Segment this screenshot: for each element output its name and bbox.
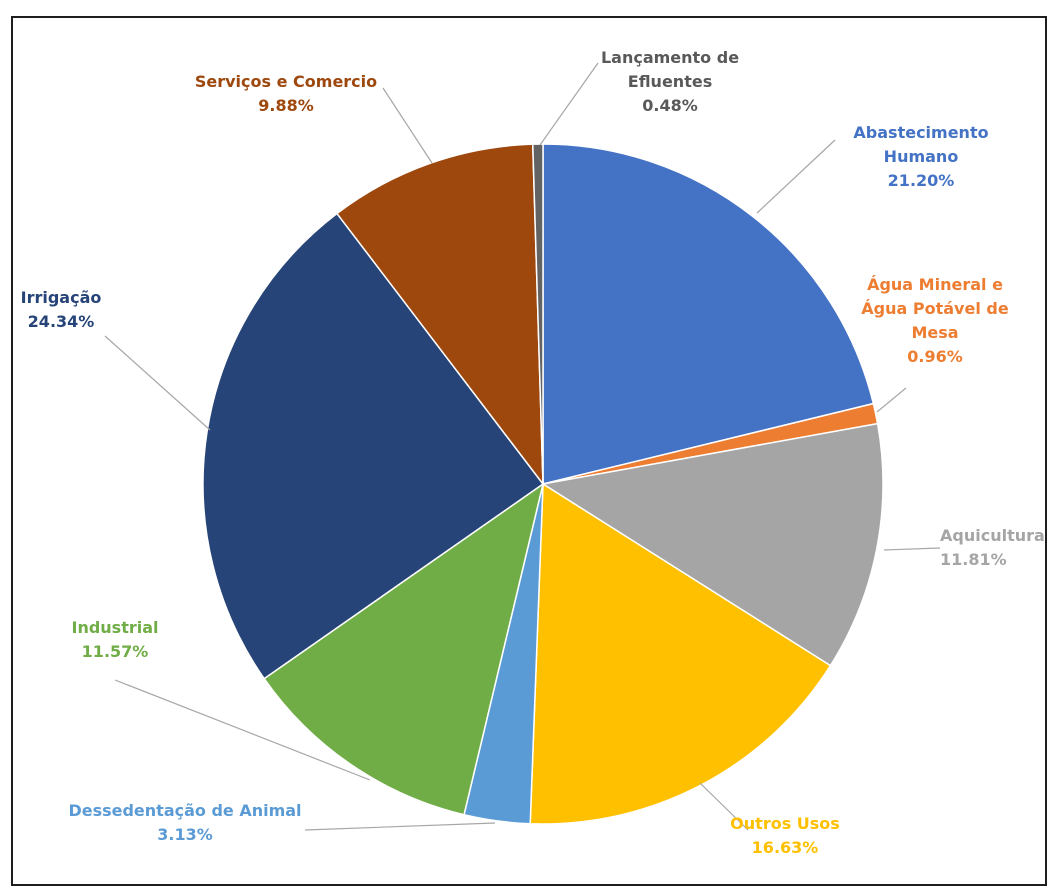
slice-label: Industrial 11.57% — [71, 618, 158, 661]
slice-value-label: 9.88% — [258, 96, 314, 115]
leader-line — [104, 335, 211, 431]
slice-label: Serviços e Comercio 9.88% — [195, 72, 377, 115]
pie-slice — [335, 143, 544, 487]
leader-line — [114, 679, 371, 781]
leader-line — [883, 547, 941, 551]
slice-name-label: Humano — [884, 147, 959, 166]
slice-label: Abastecimento Humano 21.20% — [853, 123, 988, 190]
leader-line — [699, 782, 749, 831]
slice-name-label: Industrial — [71, 618, 158, 637]
pie-slice — [542, 143, 875, 485]
slice-value-label: 0.48% — [642, 96, 698, 115]
slice-value-label: 3.13% — [157, 825, 213, 844]
slice-label: Irrigação 24.34% — [21, 288, 102, 331]
slice-value-label: 24.34% — [28, 312, 95, 331]
slice-value-label: 0.96% — [907, 347, 963, 366]
pie-slice — [531, 143, 544, 485]
slice-label: Dessedentação de Animal 3.13% — [68, 801, 301, 844]
leader-line — [304, 822, 496, 831]
slice-name-label: Abastecimento — [853, 123, 988, 142]
leader-line — [876, 387, 907, 413]
pie-slice — [263, 482, 545, 816]
slice-name-label: Mesa — [911, 323, 958, 342]
leader-line — [539, 62, 599, 146]
slice-name-label: Serviços e Comercio — [195, 72, 377, 91]
pie-slice — [202, 212, 545, 680]
pie-slices — [202, 143, 884, 825]
leader-line — [382, 87, 433, 164]
slice-name-label: Água Mineral e — [867, 275, 1003, 294]
slice-name-label: Água Potável de — [861, 299, 1009, 318]
slice-label: Aquicultura 11.81% — [940, 526, 1045, 569]
slice-label: Água Mineral e Água Potável de Mesa 0.96% — [861, 275, 1009, 366]
slice-name-label: Outros Usos — [730, 814, 840, 833]
slice-value-label: 11.81% — [940, 550, 1007, 569]
slice-name-label: Irrigação — [21, 288, 102, 307]
slice-name-label: Efluentes — [628, 72, 712, 91]
leader-line — [756, 139, 836, 214]
pie-slice — [540, 422, 884, 667]
slice-value-label: 11.57% — [82, 642, 149, 661]
slice-value-label: 21.20% — [888, 171, 955, 190]
slice-value-label: 16.63% — [752, 838, 819, 857]
slice-name-label: Aquicultura — [940, 526, 1045, 545]
slice-label: Outros Usos 16.63% — [730, 814, 840, 857]
slice-label: Lançamento de Efluentes 0.48% — [601, 48, 739, 115]
slice-name-label: Dessedentação de Animal — [68, 801, 301, 820]
leader-lines — [104, 62, 941, 831]
slice-name-label: Lançamento de — [601, 48, 739, 67]
